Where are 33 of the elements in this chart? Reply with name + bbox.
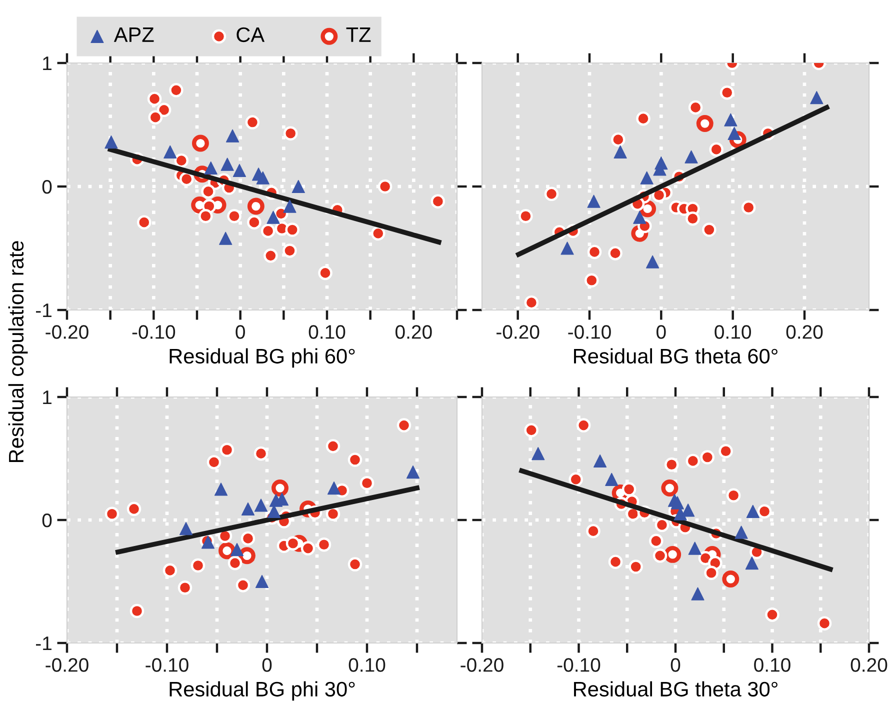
x-axis-title: Residual BG theta 60°	[574, 348, 778, 364]
x-tick-label: -0.20	[46, 658, 88, 672]
x-tick-label: 0	[236, 325, 245, 339]
x-tick-label: 0.10	[308, 325, 346, 339]
x-axis-title: Residual BG phi 60°	[170, 348, 355, 368]
y-tick-label: 0	[42, 513, 52, 528]
x-axis-title: Residual BG phi 30°	[170, 681, 355, 701]
y-tick-label: 0	[42, 180, 52, 194]
x-tick-label: 0	[656, 325, 666, 339]
x-tick-label: 0.10	[348, 658, 386, 672]
y-tick-label: 1	[43, 390, 52, 404]
x-tick-label: -0.10	[557, 658, 600, 672]
x-tick-label: -0.20	[46, 325, 88, 339]
x-tick-label: 0.10	[754, 658, 790, 672]
y-tick-label: -1	[36, 636, 52, 650]
x-tick-label: 0	[670, 658, 680, 672]
legend-label: TZ	[346, 28, 371, 42]
x-tick-label: 0	[262, 658, 272, 672]
x-tick-label: 0.10	[714, 325, 751, 339]
y-tick-label: 1	[43, 56, 52, 70]
legend-label: CA	[236, 27, 265, 42]
y-tick-label: -1	[36, 304, 52, 318]
x-tick-label: 0.20	[786, 325, 823, 339]
x-tick-label: -0.10	[146, 658, 188, 672]
x-axis-title: Residual BG theta 30°	[574, 681, 778, 697]
y-axis-title: Residual copulation rate	[8, 241, 28, 462]
x-tick-label: -0.10	[132, 325, 176, 339]
x-tick-label: -0.20	[496, 325, 540, 339]
x-tick-label: 0.20	[850, 658, 888, 672]
x-tick-label: 0.20	[396, 325, 432, 339]
x-tick-label: -0.10	[568, 325, 611, 339]
legend-label: APZ	[114, 28, 154, 42]
x-tick-label: -0.20	[460, 658, 504, 672]
